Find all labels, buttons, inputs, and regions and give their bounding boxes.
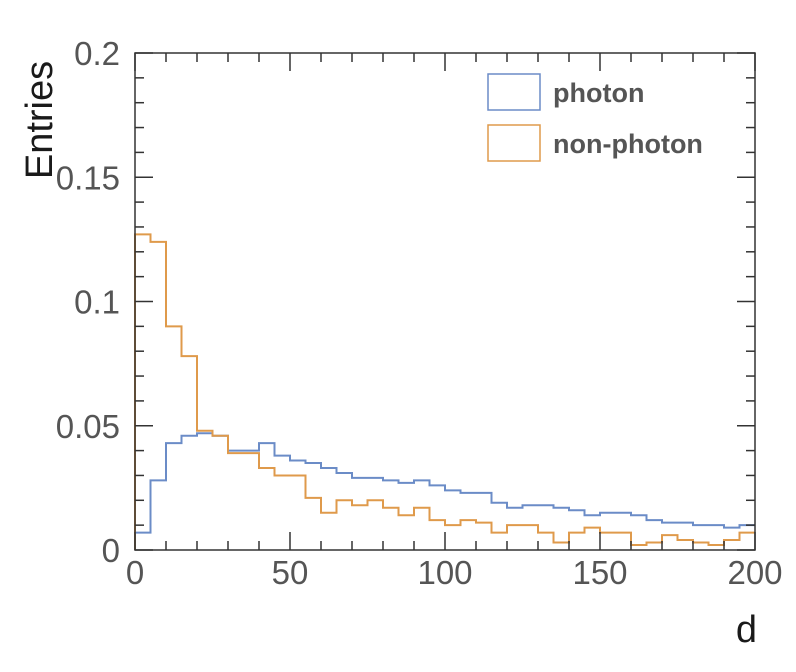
x-tick-label: 200 bbox=[727, 554, 782, 591]
x-tick-label: 150 bbox=[572, 554, 627, 591]
legend-swatch-non-photon bbox=[487, 124, 541, 162]
tick-labels: 0 50 100 150 200 0 0.05 0.1 0.15 0.2 bbox=[56, 35, 783, 591]
y-tick-label: 0.1 bbox=[74, 284, 120, 321]
axis-ticks bbox=[134, 52, 756, 551]
legend-swatch-photon bbox=[487, 73, 541, 111]
y-axis-title: Entries bbox=[19, 61, 61, 179]
series-non-photon-line bbox=[134, 233, 755, 550]
plot-frame bbox=[134, 52, 756, 551]
y-tick-label: 0 bbox=[102, 532, 120, 569]
x-tick-label: 0 bbox=[126, 554, 144, 591]
x-tick-label: 50 bbox=[272, 554, 309, 591]
series-layer bbox=[134, 233, 755, 550]
x-axis-title: d bbox=[736, 609, 757, 651]
y-tick-label: 0.15 bbox=[56, 159, 120, 196]
y-tick-label: 0.2 bbox=[74, 35, 120, 72]
y-tick-label: 0.05 bbox=[56, 408, 120, 445]
x-tick-label: 100 bbox=[417, 554, 472, 591]
legend-label-non-photon: non-photon bbox=[553, 129, 703, 159]
legend: photon non-photon bbox=[487, 73, 703, 162]
legend-label-photon: photon bbox=[553, 78, 644, 108]
plot-area-border bbox=[134, 52, 756, 551]
